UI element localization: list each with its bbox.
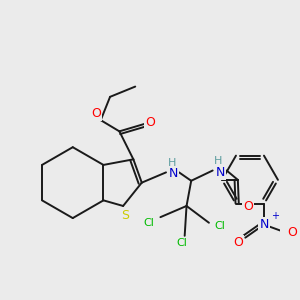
Text: +: + [272, 211, 279, 221]
Text: Cl: Cl [176, 238, 187, 248]
Text: O: O [243, 200, 253, 213]
Text: Cl: Cl [144, 218, 155, 228]
Text: O: O [145, 116, 155, 130]
Text: N: N [169, 167, 178, 180]
Text: O: O [91, 107, 101, 120]
Text: Cl: Cl [215, 221, 226, 232]
Text: H: H [167, 158, 176, 168]
Text: S: S [121, 209, 129, 222]
Text: N: N [259, 218, 268, 231]
Text: N: N [215, 166, 225, 179]
Text: O: O [287, 226, 297, 238]
Text: H: H [214, 156, 222, 166]
Text: O: O [233, 236, 243, 249]
